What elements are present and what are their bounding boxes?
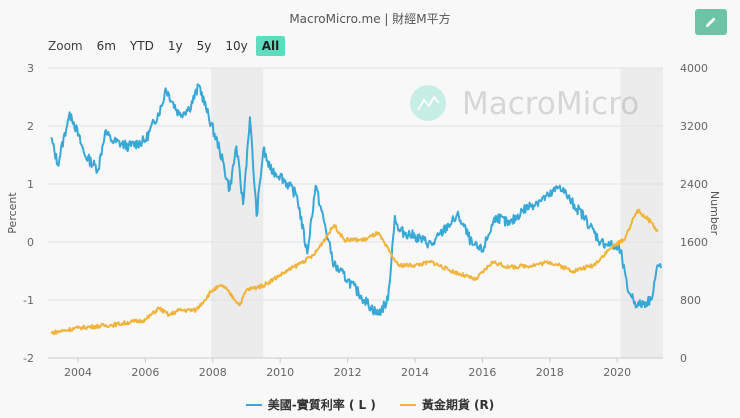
zoom-bar: Zoom 6m YTD 1y 5y 10y All — [48, 36, 287, 56]
y-left-tick-label: 3 — [27, 62, 34, 75]
legend: 美國-實質利率 ( L ) 黃金期貨 (R) — [0, 396, 740, 413]
x-tick-label: 2018 — [536, 366, 564, 379]
zoom-all-button[interactable]: All — [255, 36, 286, 56]
legend-swatch — [399, 403, 416, 406]
zoom-6m-button[interactable]: 6m — [96, 39, 116, 53]
zoom-label: Zoom — [48, 39, 83, 53]
legend-swatch — [245, 403, 262, 406]
y-axis-left-label: Percent — [6, 192, 19, 234]
x-tick-label: 2020 — [603, 366, 631, 379]
chart-source-title: MacroMicro.me | 財經M平方 — [289, 12, 451, 26]
x-tick-label: 2004 — [64, 366, 92, 379]
y-left-tick-label: 0 — [27, 236, 34, 249]
legend-label: 黃金期貨 (R) — [421, 398, 495, 412]
watermark-text: MacroMicro — [462, 86, 639, 122]
legend-label: 美國-實質利率 ( L ) — [267, 398, 376, 412]
pencil-icon — [706, 17, 716, 27]
legend-item-real-rate[interactable]: 美國-實質利率 ( L ) — [245, 396, 376, 413]
series-line-gold — [50, 208, 659, 336]
x-tick-label: 2010 — [266, 366, 294, 379]
zoom-1y-button[interactable]: 1y — [167, 39, 183, 53]
x-tick-label: 2016 — [468, 366, 496, 379]
x-tick-label: 2012 — [334, 366, 362, 379]
y-right-tick-label: 1600 — [680, 236, 708, 249]
shaded-period — [211, 68, 264, 358]
y-right-tick-label: 2400 — [680, 178, 708, 191]
edit-button[interactable] — [695, 9, 727, 35]
x-tick-label: 2008 — [199, 366, 227, 379]
zoom-ytd-button[interactable]: YTD — [129, 39, 154, 53]
y-left-tick-label: 1 — [27, 178, 34, 191]
x-tick-label: 2006 — [131, 366, 159, 379]
series-line-real-rate — [50, 83, 662, 316]
y-left-tick-label: -2 — [23, 352, 34, 365]
y-right-tick-label: 800 — [680, 294, 701, 307]
watermark-logo-icon — [410, 85, 446, 121]
shaded-period — [620, 68, 663, 358]
y-right-tick-label: 4000 — [680, 62, 708, 75]
y-left-tick-label: -1 — [23, 294, 34, 307]
watermark: MacroMicro — [410, 85, 639, 122]
zoom-5y-button[interactable]: 5y — [196, 39, 212, 53]
legend-item-gold[interactable]: 黃金期貨 (R) — [399, 396, 495, 413]
y-axis-right-label: Number — [708, 191, 721, 236]
zoom-10y-button[interactable]: 10y — [225, 39, 248, 53]
x-tick-label: 2014 — [401, 366, 429, 379]
y-left-tick-label: 2 — [27, 120, 34, 133]
y-right-tick-label: 0 — [680, 352, 687, 365]
y-right-tick-label: 3200 — [680, 120, 708, 133]
